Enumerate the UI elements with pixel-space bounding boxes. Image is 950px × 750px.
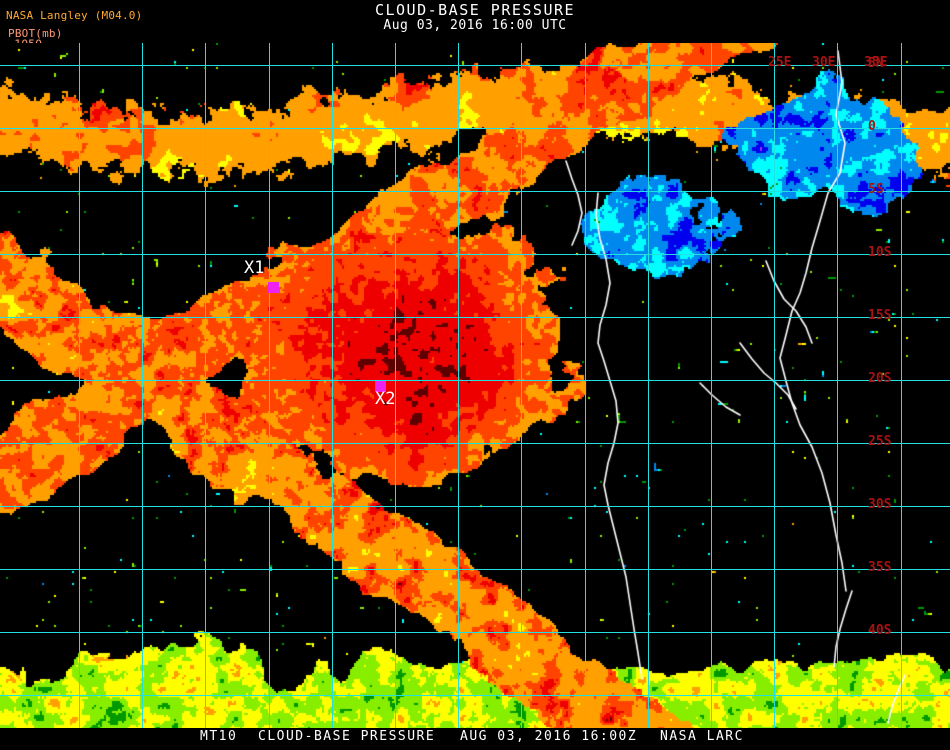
lat-label-25S: 25S [868,434,892,449]
lat-label-35S: 35S [868,560,892,575]
lon-label-35E: 35E [864,55,888,70]
graticule-meridian [395,43,396,728]
graticule-parallel [0,380,950,381]
graticule-meridian [521,43,522,728]
graticule-meridian [142,43,143,728]
graticule-meridian [79,43,80,728]
graticule-parallel [0,695,950,696]
lat-label-40S: 40S [868,623,892,638]
graticule-parallel [0,569,950,570]
page-subtitle: Aug 03, 2016 16:00 UTC [383,18,567,33]
graticule-parallel [0,128,950,129]
lat-label-5N: 5N [868,56,884,71]
graticule-parallel [0,317,950,318]
footer-source: NASA LARC [660,729,744,744]
footer-timestamp: AUG 03, 2016 16:00Z [460,729,638,744]
graticule-meridian [901,43,902,728]
lat-label-15S: 15S [868,308,892,323]
marker-label-X2: X2 [375,389,396,409]
graticule-parallel [0,191,950,192]
page-title: CLOUD-BASE PRESSURE [374,1,576,19]
marker-square-X1 [268,282,279,293]
graticule-parallel [0,506,950,507]
lat-label-20S: 20S [868,371,892,386]
graticule-meridian [711,43,712,728]
marker-label-X1: X1 [244,258,265,278]
colorbar-caption: PBOT(mb) [8,27,63,40]
map-panel[interactable]: 5N 0 5S 10S 15S 20S 25S 30S 35S 40S 25E 30E 35E X1 X2 [0,43,950,728]
marker-square-X2 [375,381,386,392]
graticule-overlay: 5N 0 5S 10S 15S 20S 25S 30S 35S 40S 25E 30E 35E X1 X2 [0,43,950,728]
lat-label-10S: 10S [868,245,892,260]
lat-label-5S: 5S [868,182,884,197]
graticule-meridian [205,43,206,728]
graticule-meridian [837,43,838,728]
agency-label: NASA Langley (M04.0) [6,9,143,22]
lon-label-30E: 30E [812,55,836,70]
lat-label-30S: 30S [868,497,892,512]
graticule-meridian [774,43,775,728]
status-bar: MT10 CLOUD-BASE PRESSURE AUG 03, 2016 16… [0,729,950,747]
graticule-parallel [0,65,950,66]
graticule-meridian [648,43,649,728]
graticule-meridian [458,43,459,728]
graticule-parallel [0,632,950,633]
footer-product: MT10 [200,729,238,744]
lat-label-0: 0 [868,119,876,134]
graticule-parallel [0,443,950,444]
lon-label-25E: 25E [768,55,792,70]
graticule-parallel [0,254,950,255]
graticule-meridian [585,43,586,728]
graticule-meridian [332,43,333,728]
footer-parameter: CLOUD-BASE PRESSURE [258,729,436,744]
satellite-raster[interactable] [0,43,950,728]
graticule-meridian [269,43,270,728]
